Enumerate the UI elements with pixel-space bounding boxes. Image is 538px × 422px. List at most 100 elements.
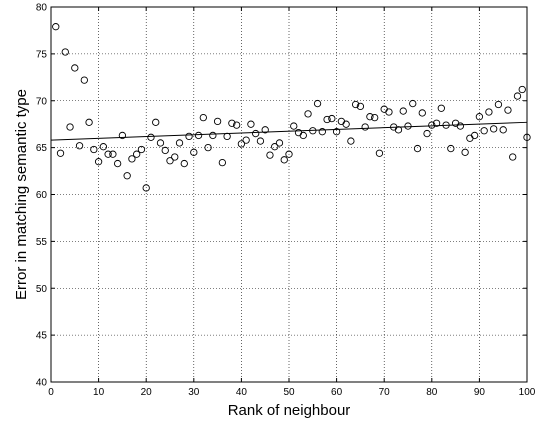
x-tick-label: 40 (236, 387, 248, 398)
data-point (323, 115, 331, 124)
data-point (432, 119, 441, 127)
data-point (213, 117, 222, 126)
data-point (371, 113, 379, 122)
data-point (66, 123, 74, 131)
data-point (351, 100, 360, 109)
data-point (218, 158, 227, 167)
y-tick-label: 40 (36, 378, 48, 389)
data-point (428, 121, 436, 129)
data-point (261, 126, 269, 134)
data-point (490, 125, 498, 133)
data-point (475, 113, 484, 121)
data-point (356, 102, 365, 111)
data-point (347, 137, 355, 145)
data-point (113, 159, 122, 168)
x-tick-label: 30 (188, 387, 200, 398)
data-point (304, 110, 312, 118)
data-point (523, 133, 531, 141)
data-point (204, 143, 212, 152)
data-point (80, 76, 88, 84)
data-point (518, 85, 526, 94)
data-point (147, 133, 155, 141)
data-point (137, 145, 146, 154)
data-point (461, 148, 469, 156)
data-point (413, 144, 422, 153)
data-point (142, 184, 150, 192)
data-point (52, 23, 60, 31)
x-tick-label: 80 (426, 387, 438, 398)
data-point (509, 153, 517, 161)
data-point (423, 129, 431, 138)
x-tick-label: 10 (93, 387, 105, 398)
data-point (313, 99, 322, 108)
data-point (494, 100, 503, 109)
data-point (409, 99, 417, 108)
data-point (99, 143, 108, 151)
data-point (199, 113, 207, 122)
data-point (118, 131, 127, 140)
data-point (275, 139, 284, 147)
x-tick-label: 60 (331, 387, 343, 398)
data-point (128, 155, 136, 163)
data-point (75, 142, 84, 150)
data-point (190, 148, 198, 156)
data-point (318, 128, 326, 136)
data-point (185, 132, 193, 141)
y-tick-label: 50 (36, 284, 48, 295)
y-tick-label: 80 (36, 3, 48, 14)
data-point (252, 129, 260, 138)
data-point (166, 157, 174, 165)
data-point (161, 146, 169, 155)
data-point (375, 149, 384, 157)
data-point (442, 121, 450, 129)
data-point (71, 64, 79, 72)
data-point (332, 128, 341, 136)
data-point (133, 150, 141, 158)
x-tick-label: 50 (283, 387, 295, 398)
data-point (156, 139, 165, 147)
x-axis-label: Rank of neighbour (228, 402, 351, 419)
data-point (232, 121, 241, 129)
data-point (271, 143, 279, 151)
data-point (247, 120, 255, 128)
data-point (266, 151, 274, 159)
data-point (342, 120, 350, 128)
data-point (180, 159, 188, 168)
data-point (361, 123, 369, 131)
data-point (328, 114, 336, 123)
data-point (285, 150, 293, 158)
y-tick-label: 55 (36, 237, 48, 248)
x-tick-label: 100 (519, 387, 536, 398)
x-tick-label: 90 (474, 387, 486, 398)
x-tick-label: 70 (379, 387, 391, 398)
data-point (513, 92, 522, 100)
y-tick-label: 45 (36, 331, 48, 342)
trend-line-layer (50, 121, 528, 141)
data-point (399, 107, 407, 115)
axis-ticks: 0 10 20 30 40 50 60 70 80 90 100 40 45 50 55 60 65 70 75 80 (36, 3, 536, 399)
data-point (104, 150, 112, 158)
data-point (256, 137, 265, 145)
data-point (385, 108, 393, 116)
data-point (242, 136, 250, 144)
data-point (228, 119, 236, 127)
data-point (290, 122, 298, 130)
y-tick-label: 65 (36, 143, 48, 154)
data-point (90, 145, 98, 154)
data-point (94, 158, 103, 166)
data-point (152, 118, 160, 126)
data-point (61, 48, 69, 56)
data-point (85, 118, 93, 126)
data-point (404, 122, 412, 130)
y-axis-label: Error in matching semantic type (13, 89, 30, 300)
data-point (123, 172, 131, 180)
data-point (56, 149, 65, 157)
data-point (366, 113, 374, 121)
data-point (223, 132, 231, 141)
data-point (418, 109, 426, 117)
y-tick-label: 75 (36, 49, 48, 60)
x-tick-label: 0 (48, 387, 54, 398)
data-point (194, 131, 203, 140)
